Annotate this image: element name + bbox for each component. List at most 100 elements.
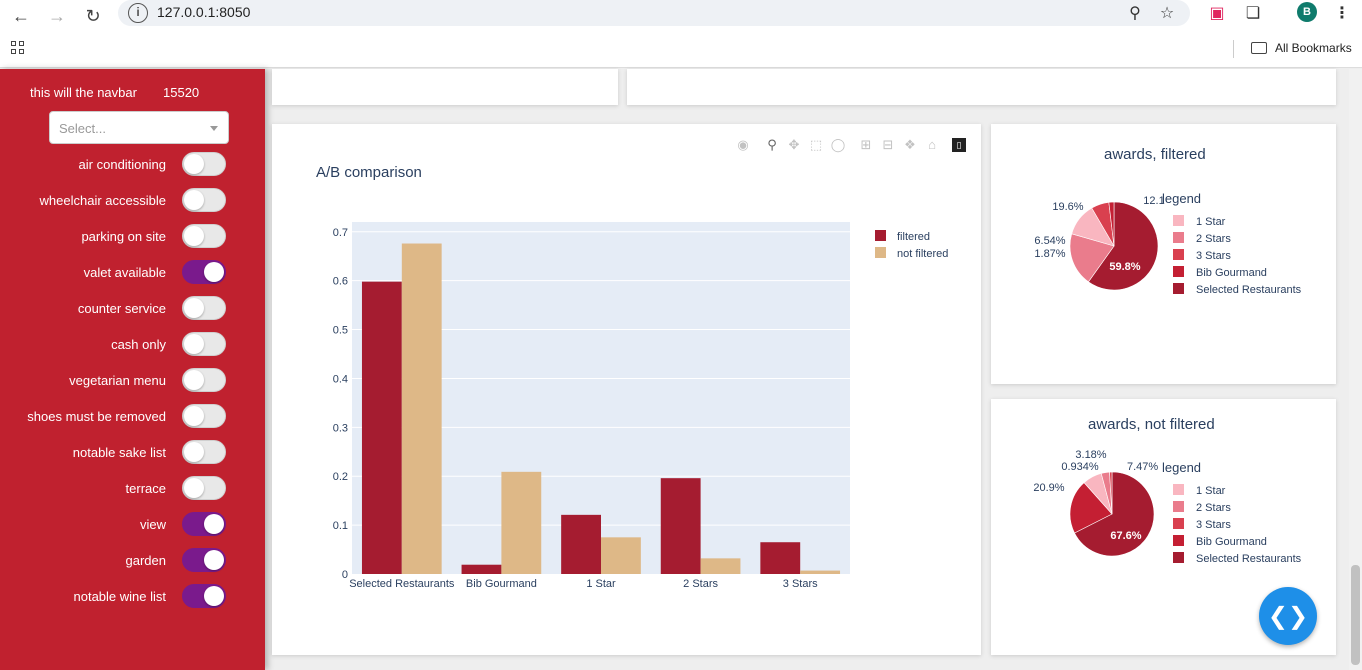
legend-label[interactable]: not filtered — [897, 248, 948, 260]
toggle-switch[interactable] — [182, 512, 226, 536]
extensions-icon[interactable]: ❏ — [1245, 5, 1261, 22]
toggle-switch[interactable] — [182, 584, 226, 608]
pie-legend-swatch[interactable] — [1173, 249, 1184, 260]
pie-legend-swatch[interactable] — [1173, 501, 1184, 512]
toggle-switch[interactable] — [182, 152, 226, 176]
apps-grid-icon[interactable] — [11, 41, 27, 57]
toggle-switch[interactable] — [182, 188, 226, 212]
pie-legend-label[interactable]: 3 Stars — [1196, 250, 1231, 262]
pie-legend-swatch[interactable] — [1173, 283, 1184, 294]
y-tick-label: 0.1 — [333, 520, 348, 532]
bar-not-filtered[interactable] — [800, 570, 841, 574]
pocket-icon[interactable]: ▣ — [1209, 5, 1225, 22]
menu-kebab-icon[interactable]: ⋮ — [1334, 5, 1350, 22]
pie-slice[interactable] — [1088, 201, 1159, 291]
star-bookmark-icon[interactable]: ☆ — [1159, 5, 1175, 22]
profile-avatar[interactable]: B — [1297, 2, 1317, 22]
scrollbar-thumb[interactable] — [1351, 565, 1360, 665]
code-brackets-icon: ❮❯ — [1267, 602, 1309, 630]
autoscale-icon[interactable]: ❖ — [904, 137, 916, 152]
home-icon[interactable]: ⌂ — [928, 137, 936, 152]
legend-swatch[interactable] — [875, 247, 886, 258]
bar-filtered[interactable] — [361, 281, 402, 574]
pie-legend-label[interactable]: 2 Stars — [1196, 233, 1231, 245]
toggle-switch[interactable] — [182, 260, 226, 284]
bookmarks-bar — [0, 36, 1362, 68]
zoom-out-icon[interactable]: ⊟ — [882, 137, 894, 152]
pie-slice[interactable] — [1069, 482, 1113, 534]
pie-slice[interactable] — [1069, 233, 1115, 283]
bar-filtered[interactable] — [561, 514, 601, 574]
toggle-knob — [204, 514, 224, 534]
pie-legend-label[interactable]: 1 Star — [1196, 485, 1226, 497]
legend-label[interactable]: filtered — [897, 231, 930, 243]
lasso-icon[interactable]: ◯ — [830, 137, 846, 152]
site-info-icon[interactable]: i — [128, 3, 148, 23]
pie-legend-swatch[interactable] — [1173, 484, 1184, 495]
y-tick-label: 0.5 — [333, 325, 348, 337]
box-select-icon[interactable]: ⬚ — [809, 137, 823, 152]
pie-legend-label[interactable]: Bib Gourmand — [1196, 536, 1267, 548]
chevron-down-icon[interactable] — [210, 126, 218, 131]
folder-icon[interactable] — [1251, 42, 1267, 54]
plotly-logo-icon[interactable]: ▯ — [952, 138, 966, 152]
y-tick-label: 0.7 — [333, 227, 348, 239]
toggle-switch[interactable] — [182, 296, 226, 320]
pan-icon[interactable]: ✥ — [788, 137, 800, 152]
zoom-in-icon[interactable]: ⊞ — [860, 137, 872, 152]
toggle-switch[interactable] — [182, 440, 226, 464]
pie-legend-swatch[interactable] — [1173, 552, 1184, 563]
pie-legend-swatch[interactable] — [1173, 266, 1184, 277]
toggle-knob — [184, 190, 204, 210]
toggle-row: cash only — [0, 332, 265, 358]
address-bar[interactable] — [118, 0, 1190, 26]
code-toggle-button[interactable]: ❮❯ — [1259, 587, 1317, 645]
zoom-magnifier-icon[interactable]: ⚲ — [767, 137, 777, 152]
pie-legend-swatch[interactable] — [1173, 518, 1184, 529]
pie-legend-label[interactable]: Bib Gourmand — [1196, 267, 1267, 279]
forward-arrow-icon[interactable]: → — [48, 5, 66, 26]
bar-filtered[interactable] — [461, 564, 502, 574]
pie-legend-swatch[interactable] — [1173, 232, 1184, 243]
pie-legend-swatch[interactable] — [1173, 215, 1184, 226]
page-scrollbar[interactable] — [1349, 69, 1362, 670]
pie-slice[interactable] — [1109, 471, 1113, 515]
bar-not-filtered[interactable] — [700, 558, 741, 574]
pie-legend-label[interactable]: 2 Stars — [1196, 502, 1231, 514]
pie-legend-swatch[interactable] — [1173, 535, 1184, 546]
back-arrow-icon[interactable]: ← — [12, 5, 30, 26]
pie-legend-label[interactable]: Selected Restaurants — [1196, 553, 1302, 565]
legend-swatch[interactable] — [875, 230, 886, 241]
toggle-switch[interactable] — [182, 404, 226, 428]
bar-not-filtered[interactable] — [601, 537, 641, 574]
toggle-switch[interactable] — [182, 548, 226, 572]
pie-legend-label[interactable]: Selected Restaurants — [1196, 284, 1302, 296]
bar-chart-title: A/B comparison — [316, 164, 422, 181]
toggle-switch[interactable] — [182, 332, 226, 356]
pie-slice-label: 20.9% — [1033, 482, 1064, 494]
pie-legend-label[interactable]: 1 Star — [1196, 216, 1226, 228]
reload-icon[interactable]: ↻ — [85, 5, 101, 26]
toggle-label: parking on site — [81, 229, 166, 244]
toggle-knob — [184, 406, 204, 426]
toggle-switch[interactable] — [182, 476, 226, 500]
pie-slice-label: 67.6% — [1110, 530, 1141, 542]
toggle-row: valet available — [0, 260, 265, 286]
toggle-knob — [184, 442, 204, 462]
filter-select[interactable]: Select... — [49, 111, 229, 144]
toggle-switch[interactable] — [182, 224, 226, 248]
pie-not-filtered-chart: 7.47% 3.18%0.934% 20.9% 67.6% legend 1 Star 2 … — [1033, 449, 1302, 565]
toggle-switch[interactable] — [182, 368, 226, 392]
camera-icon[interactable]: ◉ — [737, 137, 749, 152]
bar-filtered[interactable] — [760, 542, 801, 574]
bar-not-filtered[interactable] — [401, 243, 442, 574]
zoom-icon[interactable]: ⚲ — [1129, 5, 1141, 22]
url-text[interactable]: 127.0.0.1:8050 — [157, 4, 251, 20]
pie-slice[interactable] — [1108, 201, 1115, 247]
pie-legend-label[interactable]: 3 Stars — [1196, 519, 1231, 531]
bar-filtered[interactable] — [660, 478, 701, 574]
pie-slice[interactable] — [1074, 471, 1155, 557]
select-placeholder: Select... — [59, 121, 106, 136]
all-bookmarks-link[interactable]: All Bookmarks — [1275, 41, 1352, 55]
bar-not-filtered[interactable] — [501, 471, 542, 574]
